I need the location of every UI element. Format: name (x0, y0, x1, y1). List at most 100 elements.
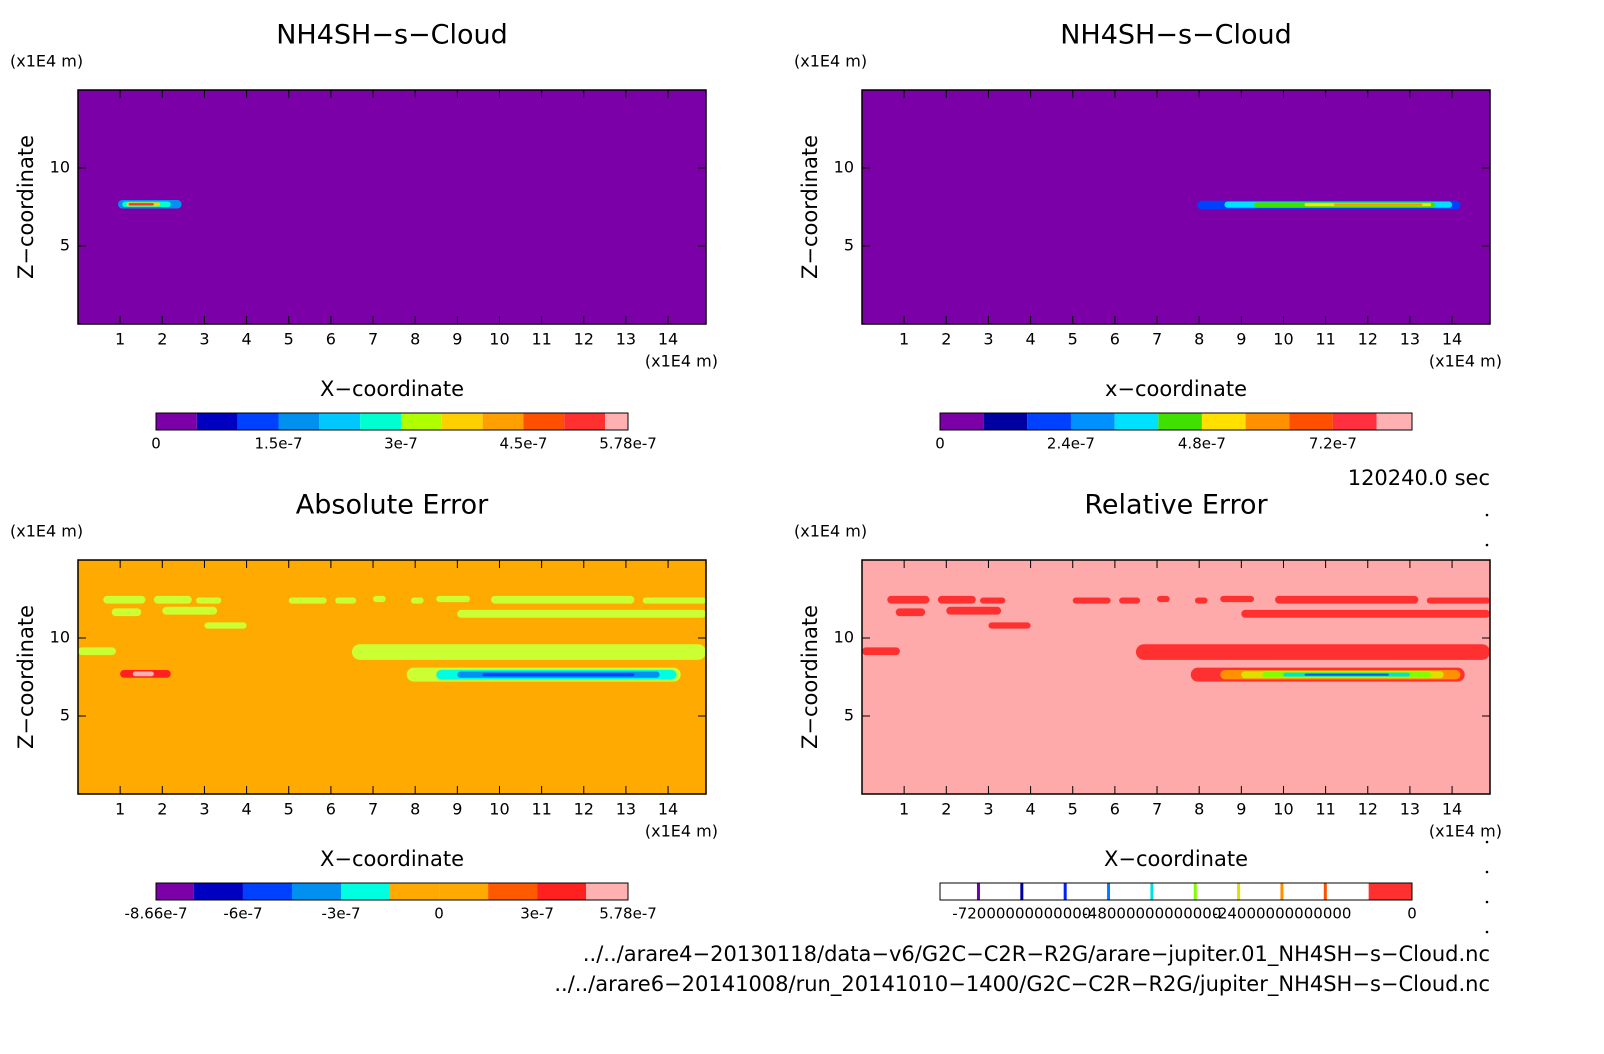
colorbar-tick-label: 4.5e-7 (499, 435, 547, 453)
x-tick-label: 8 (410, 330, 420, 349)
colorbar-segment (278, 413, 320, 430)
colorbar-segment (564, 413, 606, 430)
colorbar-line (1063, 883, 1067, 900)
plot-frame (77, 559, 707, 795)
panel-title: Absolute Error (296, 490, 489, 521)
colorbar-tick-label: -3e-7 (321, 905, 360, 923)
x-tick-label: 12 (1358, 330, 1378, 349)
colorbar-segment (193, 883, 243, 900)
colorbar-line (1107, 883, 1111, 900)
colorbar-tick-label: 3e-7 (384, 435, 418, 453)
contour-region (937, 595, 976, 604)
colorbar-segment (605, 413, 628, 430)
x-tick-label: 9 (1236, 330, 1246, 349)
y-tick-label: 10 (834, 628, 854, 647)
x-tick-label: 7 (1152, 330, 1162, 349)
x-tick-label: 12 (574, 800, 594, 819)
x-tick-label: 6 (1110, 800, 1120, 819)
x-tick-label: 10 (489, 330, 509, 349)
panel-title: Relative Error (1084, 490, 1268, 521)
x-tick-label: 8 (1194, 330, 1204, 349)
colorbar-tick-label: 7.2e-7 (1309, 435, 1357, 453)
colorbar-segment (482, 413, 524, 430)
colorbar-segment (1368, 883, 1412, 900)
x-tick-label: 14 (658, 330, 678, 349)
colorbar-segment (156, 883, 194, 900)
x-tick-label: 11 (531, 800, 551, 819)
contour-region (351, 644, 706, 660)
contour-region (132, 671, 154, 677)
x-tick-label: 10 (489, 800, 509, 819)
x-tick-label: 3 (199, 330, 209, 349)
colorbar-segment (1158, 413, 1202, 430)
colorbar-segment (940, 413, 984, 430)
x-tick-label: 3 (199, 800, 209, 819)
x-tick-label: 4 (241, 330, 251, 349)
colorbar-tick-label: 4.8e-7 (1178, 435, 1226, 453)
x-unit: (x1E4 m) (645, 352, 718, 371)
colorbar-segment (940, 883, 1369, 900)
colorbar-segment (1289, 413, 1333, 430)
contour-region (1135, 644, 1490, 660)
contour-region (373, 595, 386, 603)
x-tick-label: 4 (1025, 800, 1035, 819)
colorbar-segment (196, 413, 238, 430)
contour-region (482, 673, 635, 677)
x-tick-label: 9 (452, 800, 462, 819)
y-unit: (x1E4 m) (794, 52, 867, 71)
time-label: 120240.0 sec (1348, 466, 1490, 490)
contour-region (288, 597, 327, 604)
x-tick-label: 14 (1442, 330, 1462, 349)
colorbar-segment (537, 883, 587, 900)
colorbar-segment (983, 413, 1028, 430)
colorbar-tick-label: -48000000000000 (1082, 905, 1221, 923)
contour-region (111, 608, 142, 617)
x-unit: (x1E4 m) (645, 822, 718, 841)
x-tick-label: 5 (284, 800, 294, 819)
colorbar-tick-label: 5.78e-7 (599, 435, 657, 453)
file-path: ../../arare4−20130118/data−v6/G2C−C2R−R2… (583, 942, 1490, 967)
colorbar-segment (291, 883, 342, 900)
x-tick-label: 12 (1358, 800, 1378, 819)
colorbar-line (1280, 883, 1284, 900)
y-tick-label: 10 (50, 158, 70, 177)
colorbar-line (1150, 883, 1154, 900)
x-axis-label: X−coordinate (1104, 847, 1248, 871)
contour-region (1334, 203, 1423, 206)
colorbar-tick-label: 2.4e-7 (1047, 435, 1095, 453)
colorbar-segment (390, 883, 440, 900)
colorbar-segment (488, 883, 538, 900)
colorbar-tick-label: 0 (935, 435, 945, 453)
x-tick-label: 1 (899, 330, 909, 349)
x-tick-label: 13 (1400, 800, 1420, 819)
x-tick-label: 1 (115, 330, 125, 349)
contour-region (103, 595, 146, 604)
x-unit: (x1E4 m) (1429, 822, 1502, 841)
y-axis-label: Z−coordinate (798, 605, 822, 749)
panel-title: NH4SH−s−Cloud (276, 20, 508, 51)
x-tick-label: 7 (368, 800, 378, 819)
contour-region (1072, 597, 1111, 604)
colorbar-segment (237, 413, 279, 430)
y-axis-label: Z−coordinate (798, 135, 822, 279)
colorbar-segment (1201, 413, 1246, 430)
file-path: ../../arare6−20141008/run_20141010−1400/… (554, 972, 1490, 997)
x-tick-label: 2 (941, 800, 951, 819)
x-tick-label: 2 (941, 330, 951, 349)
colorbar-segment (1070, 413, 1115, 430)
x-tick-label: 13 (616, 800, 636, 819)
contour-region (196, 597, 222, 604)
colorbar-segment (586, 883, 628, 900)
contour-region (988, 622, 1031, 629)
contour-region (128, 203, 154, 206)
colorbar-line (1020, 883, 1024, 900)
y-tick-label: 10 (50, 628, 70, 647)
colorbar-tick-label: 0 (1407, 905, 1417, 923)
x-tick-label: 5 (284, 330, 294, 349)
colorbar-tick-label: 0 (151, 435, 161, 453)
x-tick-label: 1 (899, 800, 909, 819)
y-tick-label: 5 (60, 706, 70, 725)
colorbar-frame (939, 412, 1413, 431)
x-tick-label: 4 (241, 800, 251, 819)
contour-region (491, 595, 635, 604)
